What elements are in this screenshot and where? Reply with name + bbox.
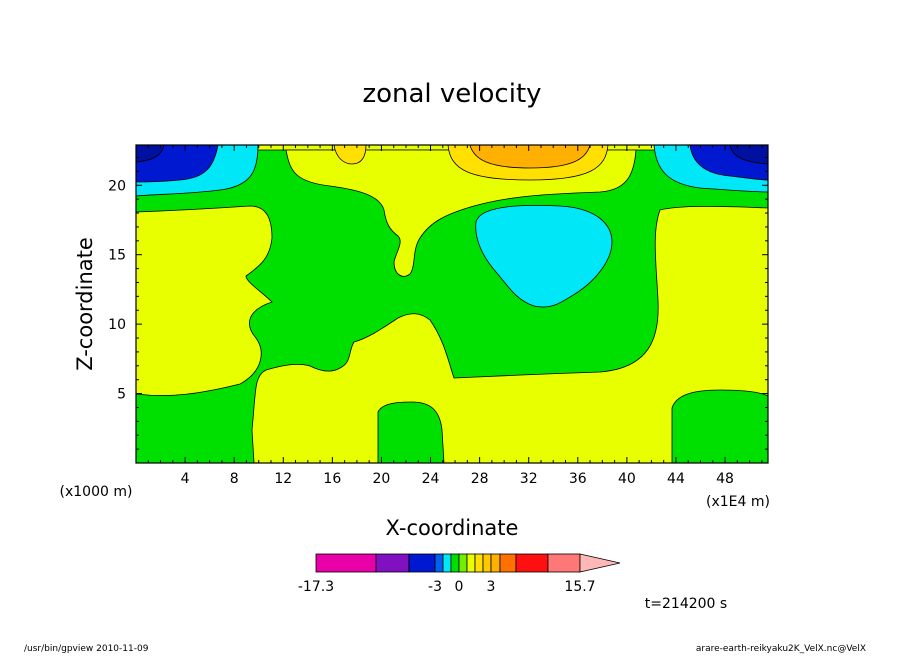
- x-tick-label: 28: [471, 471, 489, 487]
- y-unit-label: (x1000 m): [60, 484, 133, 500]
- colorbar-label: 0: [455, 579, 464, 595]
- region-lightorange-top-small: [333, 145, 367, 165]
- x-tick-label: 24: [422, 471, 440, 487]
- colorbar-label: 3: [487, 579, 496, 595]
- colorbar-segment: [442, 553, 452, 573]
- region-orange-top: [469, 145, 591, 169]
- colorbar-segment: [490, 553, 501, 573]
- x-unit-label: (x1E4 m): [706, 494, 770, 510]
- x-tick-label: 44: [667, 471, 685, 487]
- x-tick-label: 40: [618, 471, 636, 487]
- x-tick-label: 36: [569, 471, 587, 487]
- colorbar-segment: [375, 553, 410, 573]
- x-tick-label: 16: [323, 471, 341, 487]
- y-tick-label: 10: [108, 317, 126, 333]
- colorbar-segment: [474, 553, 484, 573]
- colorbar-segment: [482, 553, 492, 573]
- y-tick-label: 15: [108, 248, 126, 264]
- region-green-bottom-right: [671, 389, 768, 463]
- colorbar-segment: [499, 553, 517, 573]
- x-axis: 4 8 12 16 20 24 28 32 36 40 44 48: [147, 145, 763, 487]
- y-tick-label: 5: [117, 387, 126, 403]
- x-tick-label: 8: [230, 471, 239, 487]
- colorbar-label: -17.3: [298, 579, 334, 595]
- region-cyan-blob: [475, 204, 613, 308]
- colorbar-segment: [450, 553, 460, 573]
- y-axis-title: Z-coordinate: [73, 237, 97, 371]
- x-tick-label: 12: [274, 471, 292, 487]
- x-tick-label: 20: [373, 471, 391, 487]
- colorbar-arrow: [579, 553, 621, 573]
- y-axis: 5 10 15 20: [108, 156, 768, 450]
- region-yellow-tongue: [285, 149, 637, 277]
- region-green-main: [136, 149, 768, 463]
- footer-left: /usr/bin/gpview 2010-11-09: [24, 644, 149, 654]
- colorbar-segment: [547, 553, 581, 573]
- colorbar-segment: [515, 553, 549, 573]
- x-axis-title: X-coordinate: [386, 516, 519, 540]
- x-tick-label: 32: [520, 471, 538, 487]
- colorbar-segment: [408, 553, 436, 573]
- y-tick-label: 20: [108, 178, 126, 194]
- time-label: t=214200 s: [645, 596, 727, 612]
- x-tick-label: 48: [716, 471, 734, 487]
- chart-title: zonal velocity: [362, 79, 541, 109]
- contour-field: [136, 145, 768, 463]
- plot-frame: [135, 144, 769, 464]
- colorbar-label: -3: [428, 579, 442, 595]
- colorbar-segment: [458, 553, 468, 573]
- colorbar-segment: [434, 553, 444, 573]
- footer-right: arare-earth-reikyaku2K_VelX.nc@VelX: [696, 644, 866, 654]
- region-green-bottom-mid: [377, 401, 445, 463]
- colorbar: -17.3 -3 0 3 15.7: [298, 553, 621, 595]
- colorbar-label: 15.7: [564, 579, 595, 595]
- x-tick-label: 4: [181, 471, 190, 487]
- colorbar-segment: [466, 553, 476, 573]
- colorbar-segment: [315, 553, 377, 573]
